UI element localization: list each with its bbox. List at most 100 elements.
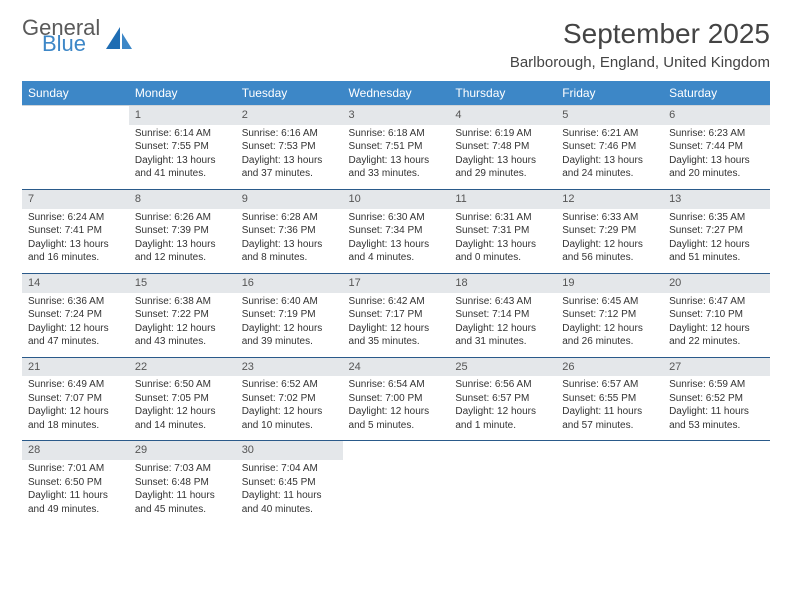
sunset-text: Sunset: 7:05 PM xyxy=(135,392,230,406)
daylight-text: Daylight: 12 hours and 43 minutes. xyxy=(135,322,230,349)
empty-cell xyxy=(22,125,129,189)
sunrise-text: Sunrise: 6:26 AM xyxy=(135,211,230,225)
sunset-text: Sunset: 7:14 PM xyxy=(455,308,550,322)
weekday-header: Friday xyxy=(556,81,663,106)
day-cell: Sunrise: 6:50 AMSunset: 7:05 PMDaylight:… xyxy=(129,376,236,440)
sunset-text: Sunset: 7:19 PM xyxy=(242,308,337,322)
month-title: September 2025 xyxy=(510,18,770,50)
sunrise-text: Sunrise: 6:45 AM xyxy=(562,295,657,309)
day-number: 7 xyxy=(22,189,129,208)
day-number: 28 xyxy=(22,441,129,460)
daylight-text: Daylight: 12 hours and 10 minutes. xyxy=(242,405,337,432)
day-cell: Sunrise: 6:31 AMSunset: 7:31 PMDaylight:… xyxy=(449,209,556,273)
weekday-header: Sunday xyxy=(22,81,129,106)
day-number: 13 xyxy=(663,189,770,208)
sunset-text: Sunset: 7:17 PM xyxy=(349,308,444,322)
sunset-text: Sunset: 7:36 PM xyxy=(242,224,337,238)
sunset-text: Sunset: 7:22 PM xyxy=(135,308,230,322)
weekday-header: Saturday xyxy=(663,81,770,106)
sunset-text: Sunset: 7:41 PM xyxy=(28,224,123,238)
weekday-header-row: SundayMondayTuesdayWednesdayThursdayFrid… xyxy=(22,81,770,106)
day-number: 22 xyxy=(129,357,236,376)
day-number: 5 xyxy=(556,106,663,125)
sunrise-text: Sunrise: 6:23 AM xyxy=(669,127,764,141)
sunset-text: Sunset: 7:07 PM xyxy=(28,392,123,406)
day-number: 8 xyxy=(129,189,236,208)
day-cell: Sunrise: 6:59 AMSunset: 6:52 PMDaylight:… xyxy=(663,376,770,440)
daynum-row: 123456 xyxy=(22,106,770,125)
daylight-text: Daylight: 12 hours and 31 minutes. xyxy=(455,322,550,349)
day-number: 12 xyxy=(556,189,663,208)
daynum-row: 78910111213 xyxy=(22,189,770,208)
sunrise-text: Sunrise: 6:54 AM xyxy=(349,378,444,392)
sunset-text: Sunset: 7:48 PM xyxy=(455,140,550,154)
sunrise-text: Sunrise: 6:38 AM xyxy=(135,295,230,309)
sunset-text: Sunset: 7:24 PM xyxy=(28,308,123,322)
sunset-text: Sunset: 7:51 PM xyxy=(349,140,444,154)
sunrise-text: Sunrise: 7:01 AM xyxy=(28,462,123,476)
daynum-row: 282930 xyxy=(22,441,770,460)
calendar-table: SundayMondayTuesdayWednesdayThursdayFrid… xyxy=(22,81,770,524)
sunrise-text: Sunrise: 7:03 AM xyxy=(135,462,230,476)
daylight-text: Daylight: 13 hours and 0 minutes. xyxy=(455,238,550,265)
day-cell: Sunrise: 7:03 AMSunset: 6:48 PMDaylight:… xyxy=(129,460,236,524)
empty-cell xyxy=(343,441,450,460)
daylight-text: Daylight: 13 hours and 12 minutes. xyxy=(135,238,230,265)
daylight-text: Daylight: 12 hours and 56 minutes. xyxy=(562,238,657,265)
daylight-text: Daylight: 11 hours and 49 minutes. xyxy=(28,489,123,516)
day-cell: Sunrise: 7:04 AMSunset: 6:45 PMDaylight:… xyxy=(236,460,343,524)
sunset-text: Sunset: 7:44 PM xyxy=(669,140,764,154)
day-cell: Sunrise: 6:35 AMSunset: 7:27 PMDaylight:… xyxy=(663,209,770,273)
day-number: 21 xyxy=(22,357,129,376)
day-number: 30 xyxy=(236,441,343,460)
sunset-text: Sunset: 7:34 PM xyxy=(349,224,444,238)
daylight-text: Daylight: 11 hours and 53 minutes. xyxy=(669,405,764,432)
daylight-text: Daylight: 12 hours and 18 minutes. xyxy=(28,405,123,432)
day-number: 14 xyxy=(22,273,129,292)
sunrise-text: Sunrise: 6:28 AM xyxy=(242,211,337,225)
day-number: 4 xyxy=(449,106,556,125)
day-cell: Sunrise: 6:54 AMSunset: 7:00 PMDaylight:… xyxy=(343,376,450,440)
day-cell: Sunrise: 6:28 AMSunset: 7:36 PMDaylight:… xyxy=(236,209,343,273)
empty-cell xyxy=(663,441,770,460)
day-number: 24 xyxy=(343,357,450,376)
daylight-text: Daylight: 13 hours and 4 minutes. xyxy=(349,238,444,265)
daylight-text: Daylight: 11 hours and 57 minutes. xyxy=(562,405,657,432)
location-text: Barlborough, England, United Kingdom xyxy=(510,54,770,71)
sunset-text: Sunset: 7:02 PM xyxy=(242,392,337,406)
daylight-text: Daylight: 13 hours and 16 minutes. xyxy=(28,238,123,265)
sunrise-text: Sunrise: 6:19 AM xyxy=(455,127,550,141)
day-cell: Sunrise: 6:18 AMSunset: 7:51 PMDaylight:… xyxy=(343,125,450,189)
brand-logo: General Blue xyxy=(22,18,132,54)
weekday-header: Tuesday xyxy=(236,81,343,106)
weekday-header: Thursday xyxy=(449,81,556,106)
day-number: 18 xyxy=(449,273,556,292)
day-number: 11 xyxy=(449,189,556,208)
day-cell: Sunrise: 6:16 AMSunset: 7:53 PMDaylight:… xyxy=(236,125,343,189)
daylight-text: Daylight: 12 hours and 22 minutes. xyxy=(669,322,764,349)
sunrise-text: Sunrise: 6:59 AM xyxy=(669,378,764,392)
sunrise-text: Sunrise: 6:43 AM xyxy=(455,295,550,309)
day-cell: Sunrise: 6:23 AMSunset: 7:44 PMDaylight:… xyxy=(663,125,770,189)
day-cell: Sunrise: 7:01 AMSunset: 6:50 PMDaylight:… xyxy=(22,460,129,524)
day-cell: Sunrise: 6:19 AMSunset: 7:48 PMDaylight:… xyxy=(449,125,556,189)
daylight-text: Daylight: 12 hours and 26 minutes. xyxy=(562,322,657,349)
sunset-text: Sunset: 7:12 PM xyxy=(562,308,657,322)
empty-cell xyxy=(449,441,556,460)
daylight-text: Daylight: 12 hours and 39 minutes. xyxy=(242,322,337,349)
sunset-text: Sunset: 7:29 PM xyxy=(562,224,657,238)
empty-cell xyxy=(449,460,556,524)
day-cell: Sunrise: 6:26 AMSunset: 7:39 PMDaylight:… xyxy=(129,209,236,273)
day-number: 23 xyxy=(236,357,343,376)
empty-cell xyxy=(556,441,663,460)
daylight-text: Daylight: 11 hours and 45 minutes. xyxy=(135,489,230,516)
sunrise-text: Sunrise: 6:35 AM xyxy=(669,211,764,225)
daylight-text: Daylight: 13 hours and 20 minutes. xyxy=(669,154,764,181)
sunset-text: Sunset: 7:10 PM xyxy=(669,308,764,322)
daylight-text: Daylight: 13 hours and 33 minutes. xyxy=(349,154,444,181)
daylight-text: Daylight: 12 hours and 14 minutes. xyxy=(135,405,230,432)
sunset-text: Sunset: 7:55 PM xyxy=(135,140,230,154)
sunset-text: Sunset: 7:27 PM xyxy=(669,224,764,238)
info-row: Sunrise: 6:24 AMSunset: 7:41 PMDaylight:… xyxy=(22,209,770,273)
page-header: General Blue September 2025 Barlborough,… xyxy=(22,18,770,71)
